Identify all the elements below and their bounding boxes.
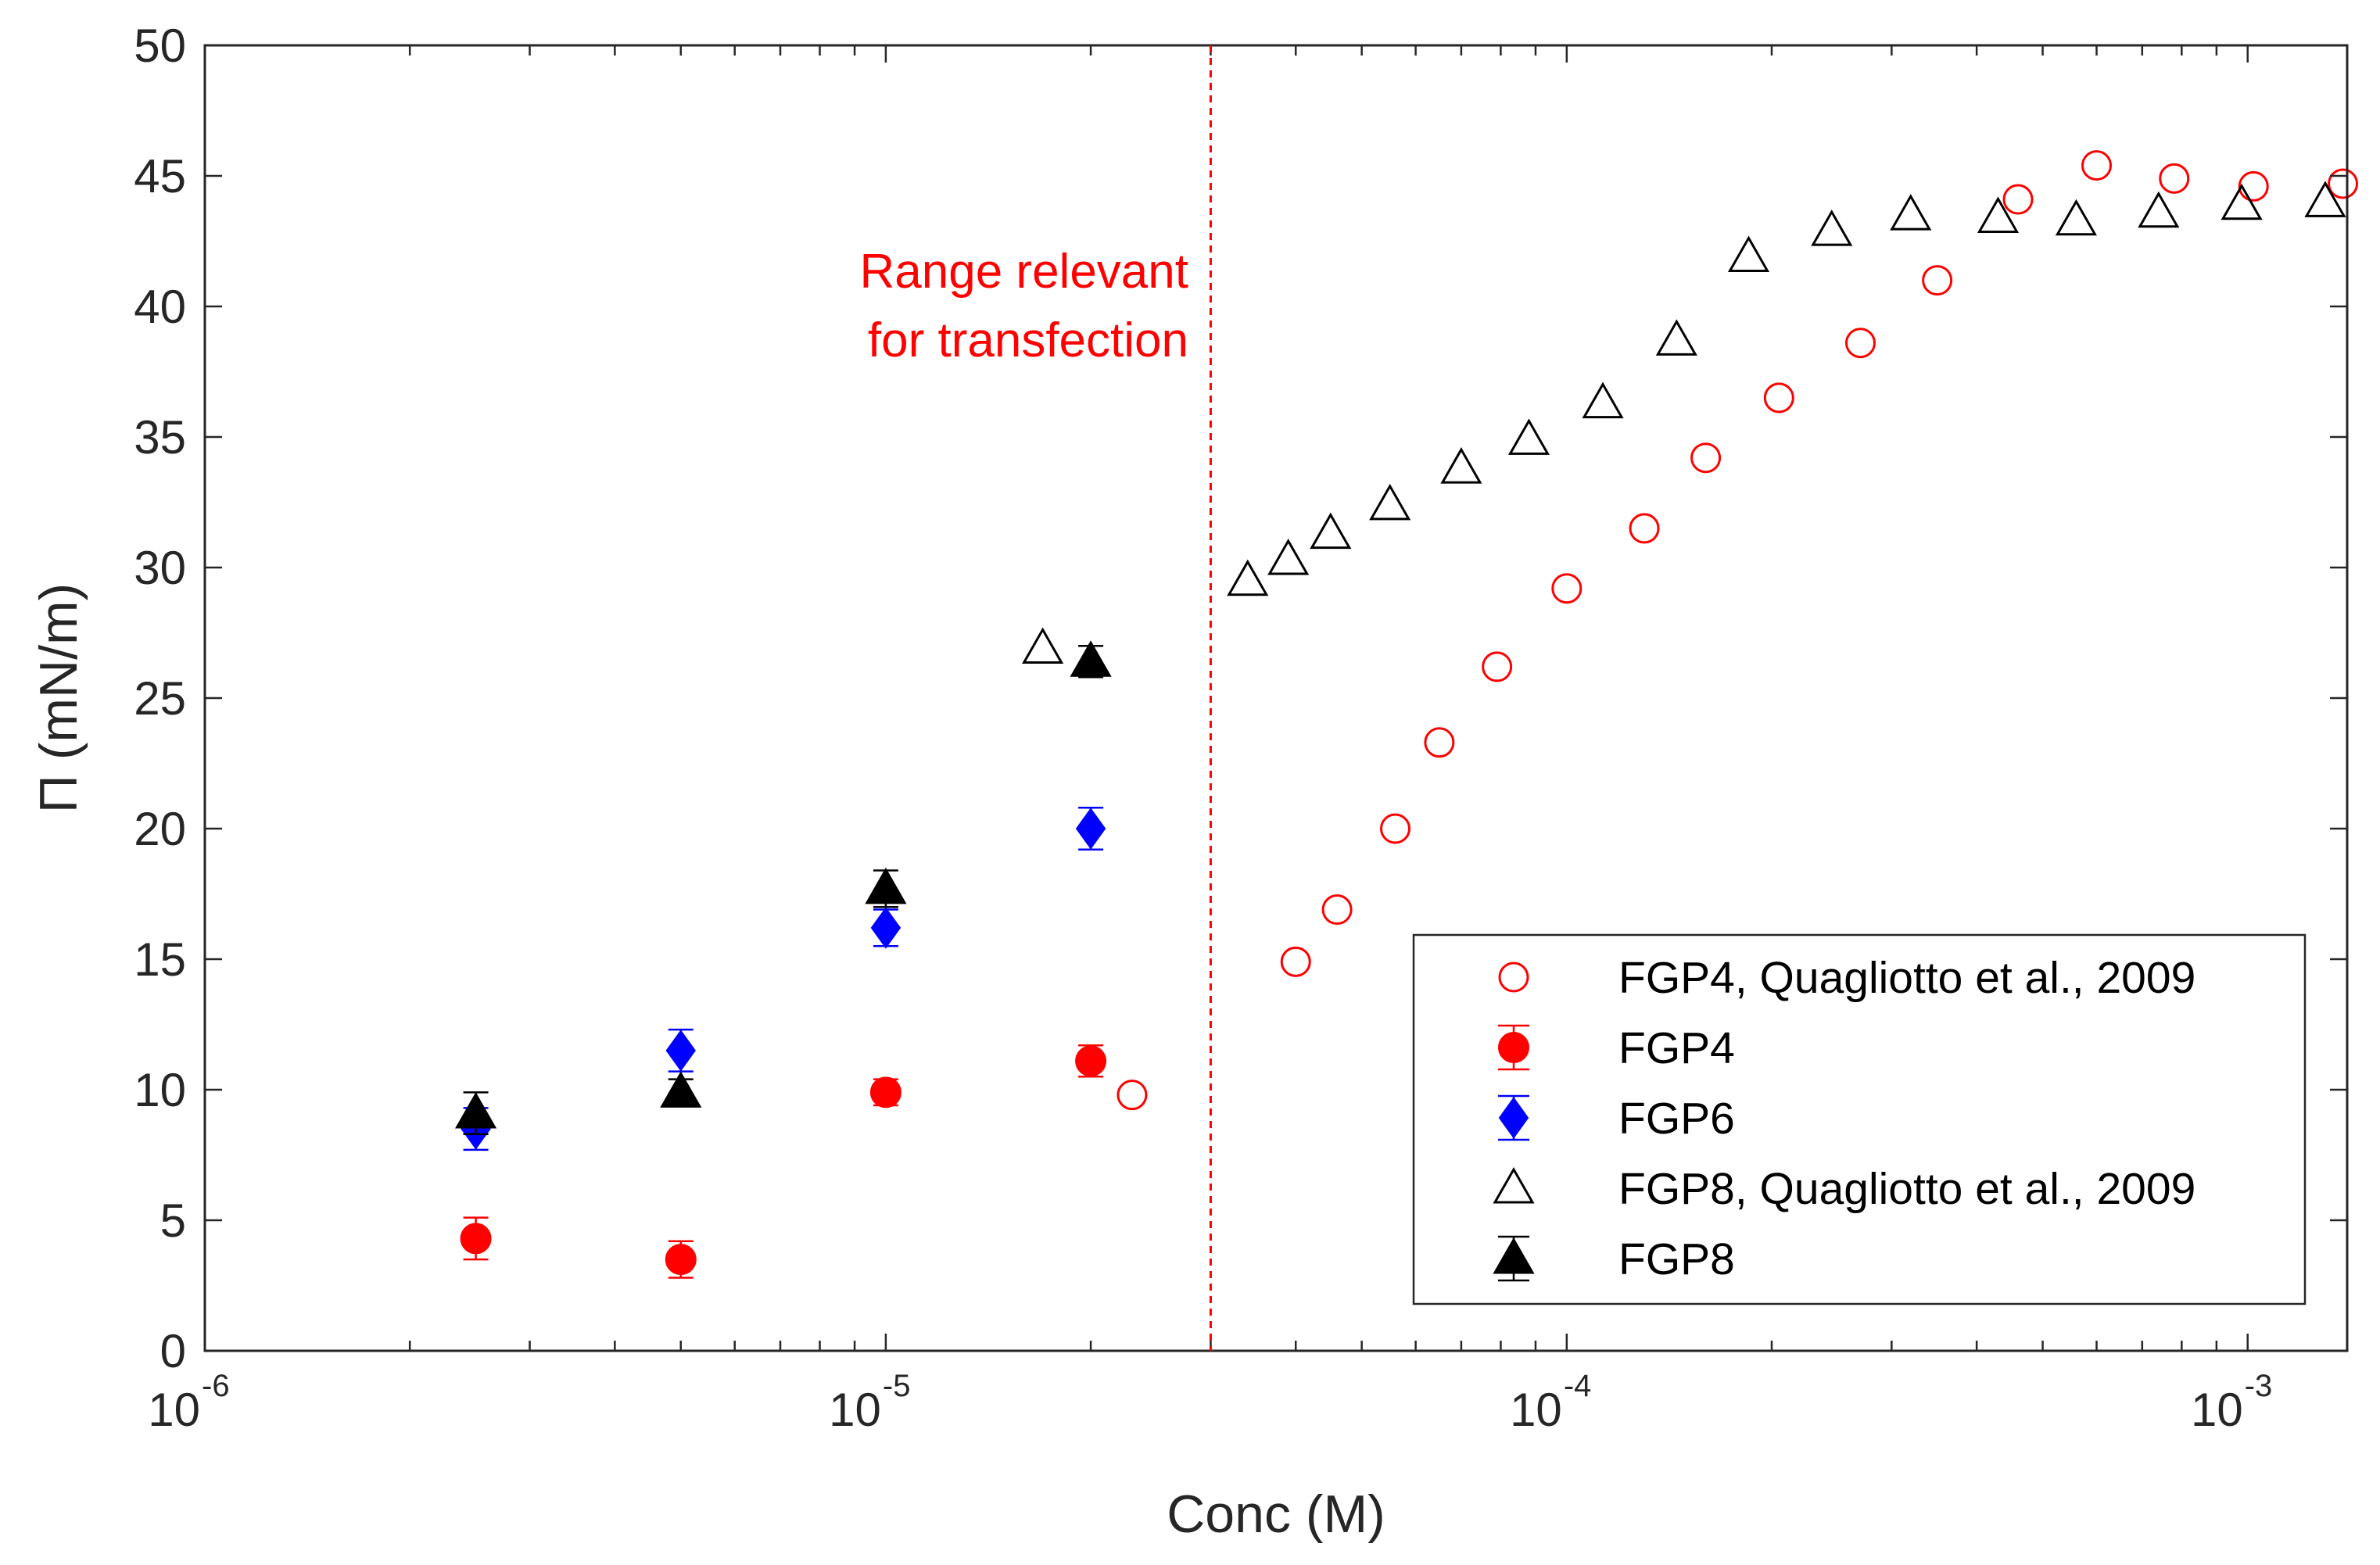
data-point <box>660 1071 702 1108</box>
x-tick-label: 10 <box>2191 1384 2243 1436</box>
data-point <box>1890 194 1932 231</box>
data-point <box>454 1092 497 1129</box>
data-point <box>1811 210 1853 246</box>
x-tick-label: 10 <box>148 1384 200 1436</box>
x-tick-label-exponent: -4 <box>1564 1369 1592 1403</box>
data-point <box>1424 727 1455 758</box>
data-point <box>2238 170 2269 202</box>
legend-marker <box>1498 1097 1529 1139</box>
data-point <box>1629 513 1660 544</box>
data-point <box>869 1076 901 1108</box>
x-tick-label-exponent: -5 <box>883 1369 911 1403</box>
legend-label: FGP8, Quagliotto et al., 2009 <box>1618 1164 2195 1214</box>
data-point <box>1075 808 1106 850</box>
series-fgp8-quagliotto-et-al-2009 <box>1022 181 2346 664</box>
legend-label: FGP4, Quagliotto et al., 2009 <box>1618 953 2195 1003</box>
data-point <box>1227 559 1269 596</box>
data-point <box>1280 946 1311 977</box>
data-point <box>2304 181 2346 217</box>
legend-marker <box>1498 962 1529 993</box>
legend-box <box>1412 933 2307 1305</box>
y-tick-label: 0 <box>160 1325 186 1377</box>
data-point <box>2159 163 2190 194</box>
y-tick-label: 15 <box>134 933 186 986</box>
y-tick-label: 30 <box>134 542 186 594</box>
data-point <box>665 1244 697 1276</box>
y-tick-label: 10 <box>134 1064 186 1116</box>
y-tick-label: 50 <box>134 20 186 72</box>
data-point <box>2002 184 2034 215</box>
x-tick-label: 10 <box>1510 1384 1562 1436</box>
annotation-text: for transfection <box>868 313 1188 367</box>
data-point <box>1321 894 1353 926</box>
data-point <box>2328 168 2359 199</box>
y-tick-label: 45 <box>134 150 186 202</box>
data-point <box>865 867 907 904</box>
data-point <box>1310 512 1352 550</box>
y-tick-label: 5 <box>160 1194 186 1247</box>
data-point <box>1369 483 1411 521</box>
data-point <box>1690 442 1722 474</box>
series-fgp8 <box>454 640 1112 1136</box>
legend-label: FGP8 <box>1618 1234 1735 1284</box>
data-point <box>1727 235 1770 273</box>
data-point <box>1117 1080 1148 1111</box>
legend-label: FGP4 <box>1618 1023 1735 1073</box>
data-point <box>1507 418 1550 455</box>
data-point <box>1655 319 1697 356</box>
data-point <box>1022 627 1064 664</box>
data-point <box>870 907 901 949</box>
data-point <box>665 1030 696 1072</box>
data-markers <box>454 150 2359 1279</box>
legend-marker <box>1498 1032 1529 1063</box>
data-point <box>460 1223 492 1255</box>
y-tick-label: 25 <box>134 672 186 725</box>
data-point <box>1267 538 1310 575</box>
data-point <box>1582 381 1624 419</box>
data-point <box>1845 328 1876 359</box>
legend-label: FGP6 <box>1618 1094 1735 1144</box>
series-fgp4 <box>460 1044 1107 1279</box>
annotation: Range relevant for transfection <box>860 45 1212 1351</box>
series-fgp4-quagliotto-et-al-2009 <box>1117 150 2359 1111</box>
data-point <box>1380 813 1411 844</box>
data-point <box>1070 640 1112 677</box>
legend-marker <box>1493 1237 1535 1274</box>
legend: FGP4, Quagliotto et al., 2009 FGP4 FGP6 FGP… <box>1412 933 2307 1305</box>
axes-frame <box>203 44 2349 1352</box>
x-axis-title: Conc (M) <box>1167 1484 1385 1544</box>
data-point <box>1482 651 1513 682</box>
y-tick-label: 35 <box>134 411 186 464</box>
data-point <box>1551 573 1582 604</box>
y-axis-title: Π (mN/m) <box>29 583 88 814</box>
data-point <box>1977 196 2020 233</box>
data-point <box>2220 183 2263 220</box>
annotation-text: Range relevant <box>860 245 1189 299</box>
y-tick-label: 40 <box>134 281 186 333</box>
x-tick-label-exponent: -6 <box>202 1369 230 1403</box>
data-point <box>1075 1045 1107 1077</box>
x-tick-label: 10 <box>829 1384 881 1436</box>
data-point <box>1922 265 1953 296</box>
y-tick-label: 20 <box>134 803 186 855</box>
x-tick-label-exponent: -3 <box>2245 1369 2273 1403</box>
data-point <box>1763 382 1794 414</box>
data-point <box>2138 191 2180 228</box>
data-point <box>1440 447 1482 484</box>
legend-marker <box>1493 1166 1535 1204</box>
data-point <box>2055 199 2098 236</box>
data-point <box>2081 150 2113 181</box>
